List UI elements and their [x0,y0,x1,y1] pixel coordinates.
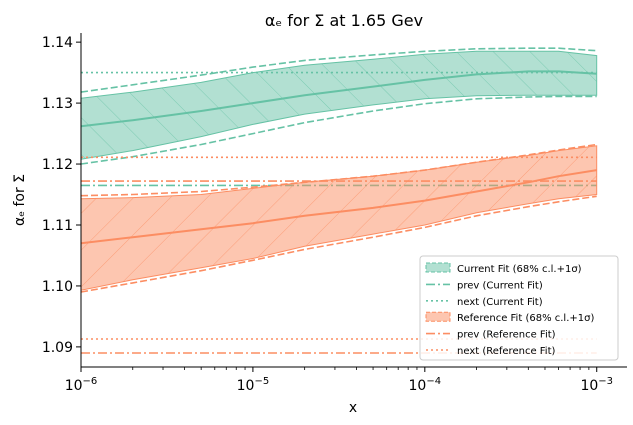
x-ticks: 10−6 10−5 10−4 10−3 [65,367,613,394]
chart-title: αₑ for Σ at 1.65 Gev [265,11,423,30]
legend-label: Current Fit (68% c.l.+1σ) [457,264,582,275]
y-axis-label: αₑ for Σ [12,174,28,226]
legend-box [419,255,619,361]
legend-label: Reference Fit (68% c.l.+1σ) [457,313,594,324]
axes [80,33,627,368]
legend-label: prev (Current Fit) [457,280,543,291]
x-tick-label: 10−5 [237,376,270,394]
plot-area [81,47,598,354]
y-tick-label: 1.09 [42,340,73,356]
y-tick-label: 1.14 [42,35,73,51]
y-ticks: 1.09 1.10 1.11 1.12 1.13 1.14 [42,35,81,356]
y-tick-label: 1.12 [42,157,73,173]
x-tick-label: 10−4 [409,376,442,394]
x-tick-label: 10−6 [65,376,98,394]
legend-label: next (Current Fit) [457,297,543,308]
x-tick-label: 10−3 [580,376,613,394]
reference-dashed-lower [81,195,597,293]
current-band-hatch [81,51,597,160]
legend-swatch-band [425,311,451,322]
current-dashed-lower [81,95,597,165]
y-tick-label: 1.10 [42,279,73,295]
reference-dashed-upper [81,143,597,197]
current-dashed-upper [81,47,597,93]
reference-central-line [81,169,597,245]
y-tick-label: 1.11 [42,218,73,234]
x-axis-label: x [349,400,357,416]
current-central-line [81,70,597,128]
y-tick-label: 1.13 [42,96,73,112]
legend-label: prev (Reference Fit) [457,330,556,341]
legend-label: next (Reference Fit) [457,346,555,357]
legend-swatch-band [425,262,451,273]
legend: Current Fit (68% c.l.+1σ) prev (Current F… [419,255,619,361]
